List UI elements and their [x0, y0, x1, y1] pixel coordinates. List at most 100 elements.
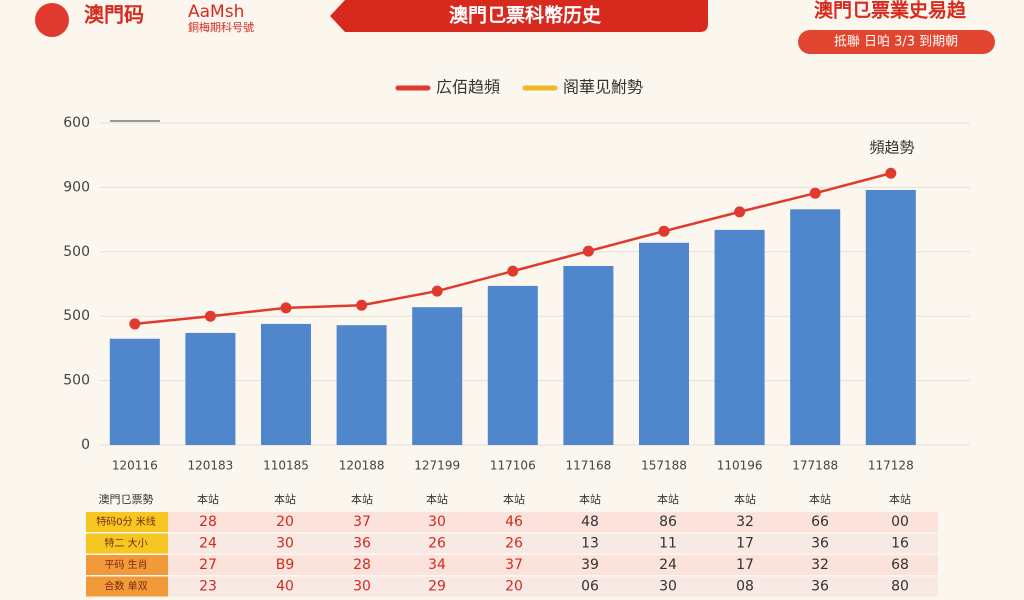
table-header: 本站: [503, 492, 525, 506]
table-cell: 86: [659, 514, 677, 530]
table-header: 本站: [889, 492, 911, 506]
table-cell: 23: [199, 579, 217, 595]
annotation: 頻趋勢: [869, 139, 914, 157]
table-row-label-bg: [86, 512, 168, 532]
table-cell: 30: [428, 514, 446, 530]
bar: [714, 229, 765, 445]
table-row-label-bg: [86, 533, 168, 554]
x-tick-label: 117168: [565, 459, 611, 473]
table-cell: 37: [353, 514, 371, 530]
table-cell: 26: [505, 536, 523, 552]
legend-label: 広佰趋頻: [436, 78, 500, 97]
y-tick-label: 500: [63, 373, 90, 389]
table-row-label: 特码0分 米线: [96, 515, 156, 528]
logo-icon: [35, 3, 69, 37]
table-header: 澳門㔾票勢: [99, 492, 154, 506]
x-tick-label: 120188: [339, 459, 385, 473]
table-cell: 26: [428, 536, 446, 552]
right-pill-text: 抵聯 日㕷 3/3 到期朝: [834, 35, 958, 50]
right-title: 澳門㔾票業史易趋: [814, 0, 967, 22]
table-cell: 36: [811, 579, 829, 595]
table-header: 本站: [657, 492, 679, 506]
table-header: 本站: [197, 492, 219, 506]
table-cell: 24: [659, 557, 677, 573]
table-row-bg: [168, 555, 938, 575]
point: [658, 225, 670, 237]
table-row-label-bg: [86, 576, 168, 597]
bar: [109, 338, 160, 445]
logo-en: AaMsh: [188, 2, 244, 22]
table-cell: 32: [811, 557, 829, 573]
banner-bg: [330, 0, 708, 32]
y-tick-label: 500: [63, 308, 90, 324]
table-cell: 39: [581, 557, 599, 573]
logo-sub: 銅梅期科号號: [188, 20, 254, 34]
table-cell: 06: [581, 579, 599, 595]
table-cell: 30: [659, 579, 677, 595]
table-row-label-bg: [86, 555, 168, 575]
bar: [639, 242, 689, 445]
table-row-bg: [168, 512, 938, 532]
point: [734, 206, 746, 218]
point: [356, 299, 368, 311]
table-cell: 32: [736, 514, 754, 530]
table-cell: 13: [581, 536, 599, 552]
table-cell: 34: [428, 557, 446, 573]
point: [885, 167, 897, 179]
bar: [336, 325, 387, 445]
point: [507, 265, 519, 277]
table-cell: 20: [276, 514, 294, 530]
table-cell: 08: [736, 579, 754, 595]
x-tick-label: 117128: [868, 459, 914, 473]
table-cell: 17: [736, 557, 754, 573]
bar: [563, 265, 614, 445]
table-cell: 00: [891, 514, 909, 530]
table-header: 本站: [809, 492, 831, 506]
table-cell: 28: [353, 557, 371, 573]
table-cell: B9: [276, 557, 295, 573]
x-tick-label: 110196: [717, 459, 763, 473]
x-tick-label: 110185: [263, 459, 309, 473]
table-cell: 11: [659, 536, 677, 552]
point: [280, 302, 292, 314]
table-cell: 66: [811, 514, 829, 530]
table-cell: 37: [505, 557, 523, 573]
table-cell: 46: [505, 514, 523, 530]
table-header: 本站: [351, 492, 373, 506]
y-tick-label: 500: [63, 244, 90, 260]
point: [129, 318, 141, 330]
table-cell: 36: [811, 536, 829, 552]
table-row-label: 平码 生肖: [104, 558, 147, 571]
table-cell: 40: [276, 579, 294, 595]
table-cell: 17: [736, 536, 754, 552]
table-cell: 24: [199, 536, 217, 552]
table-cell: 30: [276, 536, 294, 552]
point: [582, 245, 594, 257]
table-row-label: 合数 单双: [104, 580, 147, 593]
table-cell: 68: [891, 557, 909, 573]
right-pill: [798, 30, 995, 54]
point: [431, 285, 443, 297]
x-tick-label: 157188: [641, 459, 687, 473]
y-tick-label: 0: [81, 437, 90, 453]
x-tick-label: 117106: [490, 459, 536, 473]
banner-title: 澳門㔾票科幣历史: [449, 4, 602, 27]
bar: [412, 307, 463, 445]
bar: [261, 323, 311, 445]
table-cell: 48: [581, 514, 599, 530]
table-cell: 30: [353, 579, 371, 595]
table-cell: 28: [199, 514, 217, 530]
table-header: 本站: [734, 492, 756, 506]
table-header: 本站: [426, 492, 448, 506]
table-row-label: 特二 大小: [104, 537, 147, 550]
table-cell: 20: [505, 579, 523, 595]
point: [204, 310, 216, 322]
y-tick-label: 900: [63, 179, 90, 195]
table-cell: 80: [891, 579, 909, 595]
legend-label: 阁華见鮒勢: [563, 78, 643, 97]
bar: [790, 209, 841, 445]
logo-text: 澳門码: [84, 3, 144, 27]
table-row-bg: [168, 533, 938, 554]
table-header: 本站: [274, 492, 296, 506]
